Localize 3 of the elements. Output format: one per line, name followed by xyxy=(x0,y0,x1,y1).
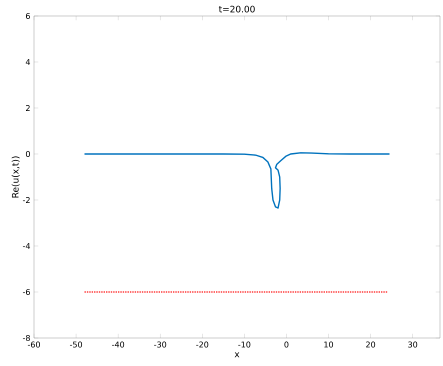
x-axis-title: x xyxy=(234,352,240,358)
chart-title: t=20.00 xyxy=(218,6,255,12)
y-axis-title: Re(u(x,t)) xyxy=(12,156,20,198)
